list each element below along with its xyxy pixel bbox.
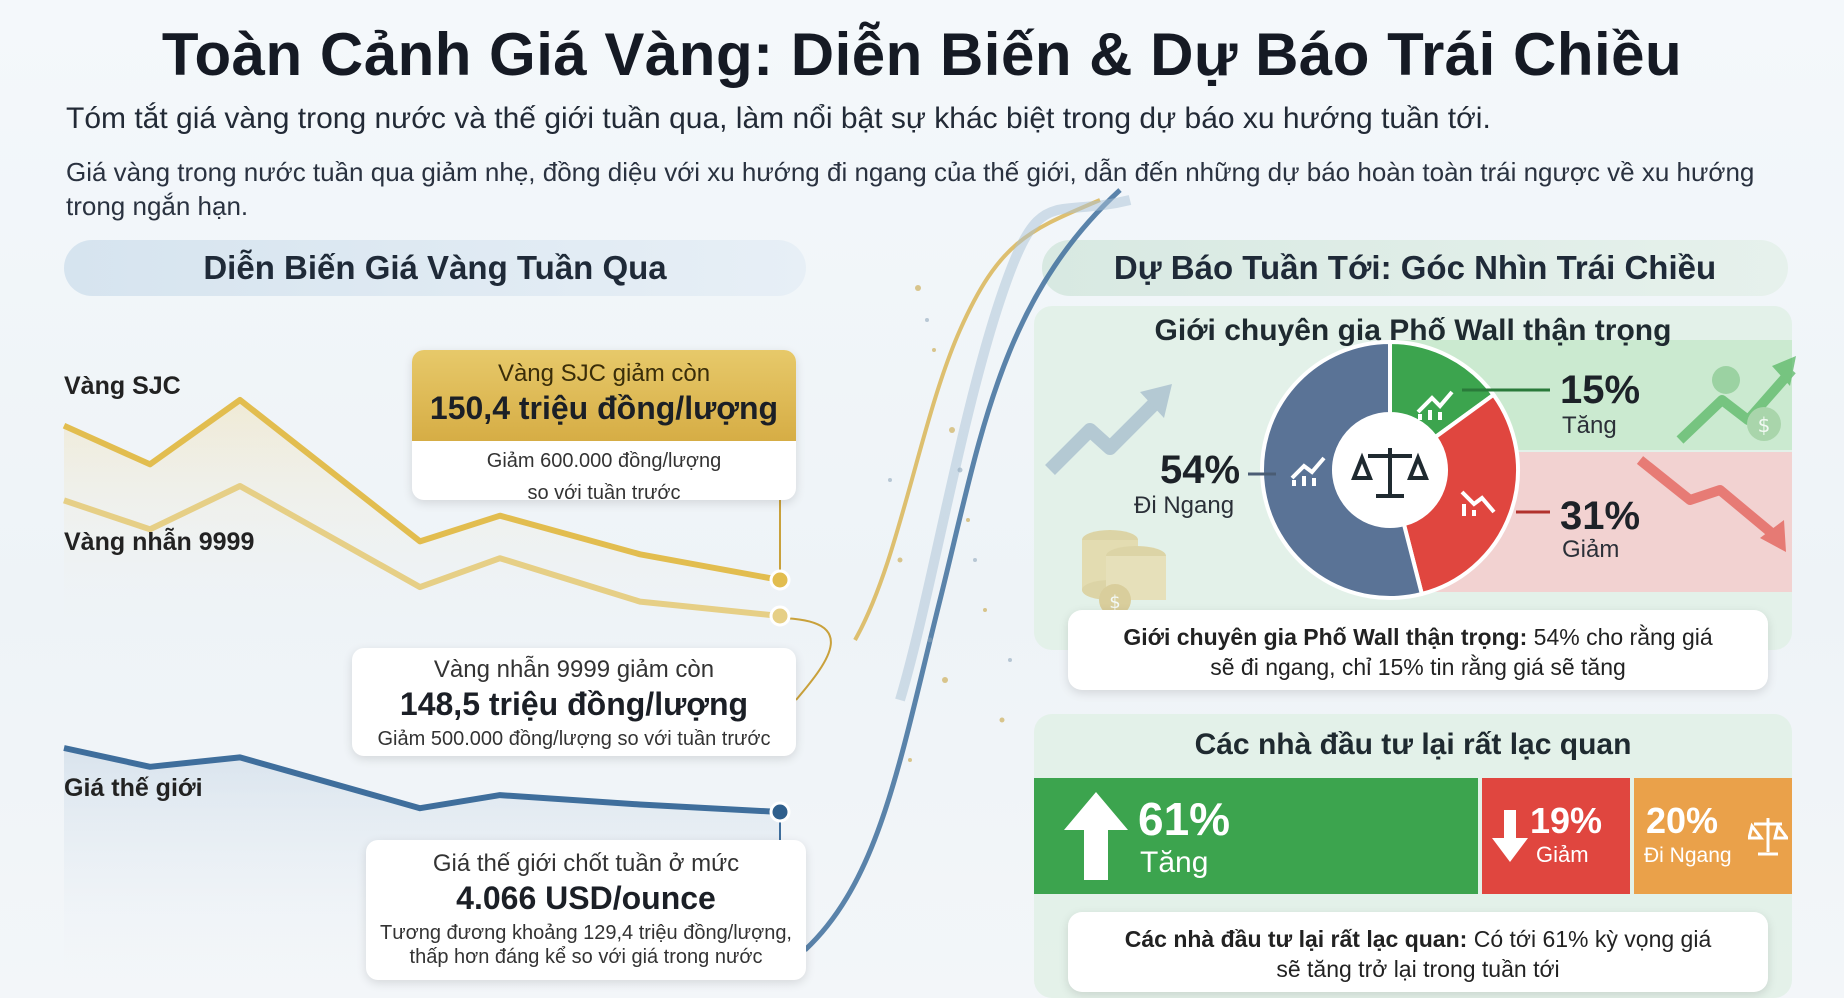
experts-flat-pct: 54% (1160, 448, 1241, 492)
experts-up-label: Tăng (1562, 412, 1617, 439)
trend-down-arrow (1636, 456, 1786, 552)
world-callout-head: Giá thế giới chốt tuần ở mức (432, 850, 740, 877)
nhan-label: Vàng nhẫn 9999 (64, 528, 255, 556)
trend-up-arrow-left (1045, 384, 1172, 475)
investors-summary-rest1: Có tới 61% kỳ vọng giá (1467, 926, 1712, 952)
nhan-endpoint (769, 605, 791, 627)
world-callout-note1: Tương đương khoảng 129,4 triệu đồng/lượn… (380, 922, 792, 944)
experts-flat-label: Đi Ngang (1134, 492, 1235, 519)
scales-icon (1351, 448, 1429, 498)
investors-flat-pct: 20% (1646, 800, 1719, 841)
world-callout-value: 4.066 USD/ounce (456, 880, 716, 916)
sjc-callout-head: Vàng SJC giảm còn (497, 360, 711, 387)
experts-summary-rest1: 54% cho rằng giá (1527, 624, 1713, 650)
page-subtitle: Tóm tắt giá vàng trong nước và thế giới … (66, 102, 1491, 135)
world-callout-note2: thấp hơn đáng kể so với giá trong nước (409, 946, 763, 968)
nhan-callout: Vàng nhẫn 9999 giảm còn 148,5 triệu đồng… (352, 648, 796, 756)
sjc-callout-value: 150,4 triệu đồng/lượng (429, 390, 779, 426)
investors-down-label: Giảm (1536, 842, 1589, 867)
investors-title: Các nhà đầu tư lại rất lạc quan (1194, 728, 1632, 761)
left-section-heading: Diễn Biến Giá Vàng Tuần Qua (64, 240, 806, 296)
page-summary: Giá vàng trong nước tuần qua giảm nhẹ, đ… (66, 157, 1755, 221)
scales-small-icon (1748, 818, 1788, 856)
chart-down-icon (1460, 490, 1496, 516)
experts-summary-bold: Giới chuyên gia Phố Wall thận trọng: (1123, 624, 1528, 650)
sjc-line (62, 397, 781, 583)
nhan-connector (779, 617, 832, 701)
world-endpoint (769, 801, 791, 823)
experts-up-pct: 15% (1560, 368, 1641, 412)
nhan-callout-note: Giảm 500.000 đồng/lượng so với tuần trướ… (377, 728, 771, 750)
investors-summary-bold: Các nhà đầu tư lại rất lạc quan: (1124, 926, 1468, 952)
sjc-callout-note1: Giảm 600.000 đồng/lượng (486, 450, 722, 472)
sjc-callout-note2: so với tuần trước (527, 482, 681, 500)
world-label: Giá thế giới (64, 774, 203, 802)
investors-down-bar: 19% Giảm (1482, 778, 1630, 894)
experts-summary: Giới chuyên gia Phố Wall thận trọng: 54%… (1068, 610, 1768, 690)
investors-summary-rest2: sẽ tăng trở lại trong tuần tới (1276, 956, 1560, 982)
nhan-callout-head: Vàng nhẫn 9999 giảm còn (433, 656, 715, 683)
nhan-callout-value: 148,5 triệu đồng/lượng (399, 686, 749, 722)
sjc-callout: Vàng SJC giảm còn 150,4 triệu đồng/lượng… (412, 350, 796, 500)
sjc-label: Vàng SJC (64, 372, 181, 400)
right-section-heading: Dự Báo Tuần Tới: Góc Nhìn Trái Chiều (1042, 240, 1788, 296)
sjc-endpoint (769, 569, 791, 591)
world-line (63, 745, 781, 815)
trend-up-arrow-right: $ (1676, 356, 1796, 444)
page-title: Toàn Cảnh Giá Vàng: Diễn Biến & Dự Báo T… (161, 21, 1683, 88)
experts-title: Giới chuyên gia Phố Wall thận trọng (1154, 314, 1672, 347)
investors-up-pct: 61% (1138, 793, 1231, 845)
sjc-area (64, 400, 780, 640)
world-callout: Giá thế giới chốt tuần ở mức 4.066 USD/o… (366, 840, 806, 980)
nhan-line (63, 483, 781, 619)
arrow-up-icon (1064, 792, 1128, 880)
investors-flat-label: Đi Ngang (1644, 844, 1732, 867)
investors-summary: Các nhà đầu tư lại rất lạc quan: Có tới … (1068, 912, 1768, 992)
svg-text:$: $ (1758, 413, 1771, 437)
svg-text:$: $ (1109, 592, 1120, 613)
chart-flat-icon (1290, 456, 1326, 486)
arrow-down-icon (1492, 810, 1528, 862)
investors-up-label: Tăng (1140, 846, 1209, 879)
experts-summary-rest2: sẽ đi ngang, chỉ 15% tin rằng giá sẽ tăn… (1210, 654, 1626, 680)
experts-down-pct: 31% (1560, 494, 1641, 538)
investors-flat-bar: 20% Đi Ngang (1634, 778, 1792, 894)
investors-up-bar: 61% Tăng (1034, 778, 1478, 894)
experts-down-label: Giảm (1562, 536, 1620, 563)
coin-stack-icon: $ (1082, 530, 1166, 616)
chart-up-icon (1416, 390, 1454, 420)
investors-down-pct: 19% (1530, 800, 1603, 841)
